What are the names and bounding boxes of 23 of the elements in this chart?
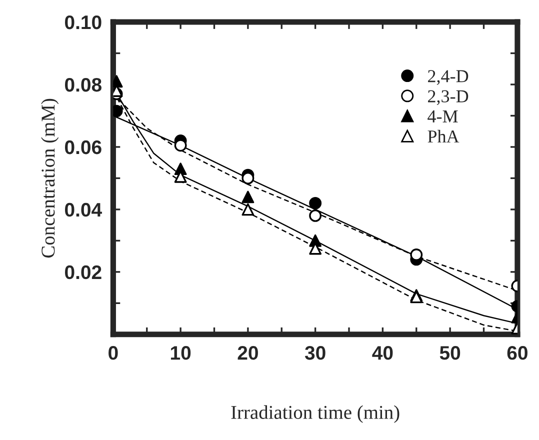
y-tick-label: 0.08 [65, 78, 102, 92]
legend-label: 2,3-D [428, 90, 468, 105]
x-tick-label: 40 [372, 346, 393, 360]
y-tick-label: 0.02 [65, 265, 102, 280]
x-tick-label: 60 [507, 346, 528, 360]
x-tick-label: 50 [440, 346, 460, 360]
legend-label: 4-M [428, 110, 458, 122]
point [174, 139, 187, 152]
point [242, 203, 254, 216]
point [242, 190, 254, 204]
point [309, 196, 322, 210]
x-tick-label: 0 [108, 346, 118, 360]
legend-label: PhA [428, 130, 460, 142]
y-tick-label: 0.10 [65, 15, 102, 30]
y-axis-title: Concentration (mM) [41, 98, 59, 258]
legend-label: 2,4-D [428, 70, 468, 85]
x-tick-label: 10 [170, 346, 191, 360]
y-tick-label: 0.06 [65, 140, 102, 154]
x-tick-label: 20 [238, 346, 258, 360]
y-tick-label: 0.04 [65, 202, 102, 217]
x-tick-label: 30 [304, 346, 326, 360]
x-axis-title: Irradiation time (min) [231, 405, 400, 423]
point [309, 209, 322, 222]
